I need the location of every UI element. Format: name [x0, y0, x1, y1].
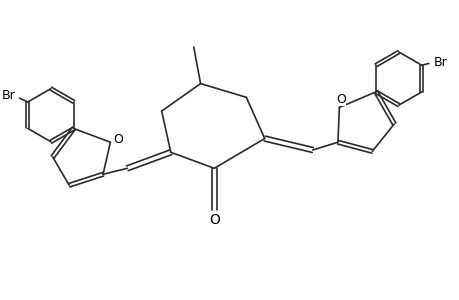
Text: Br: Br [432, 56, 446, 69]
Text: O: O [113, 133, 123, 146]
Text: O: O [336, 93, 345, 106]
Text: Br: Br [2, 89, 16, 103]
Text: O: O [208, 213, 219, 226]
